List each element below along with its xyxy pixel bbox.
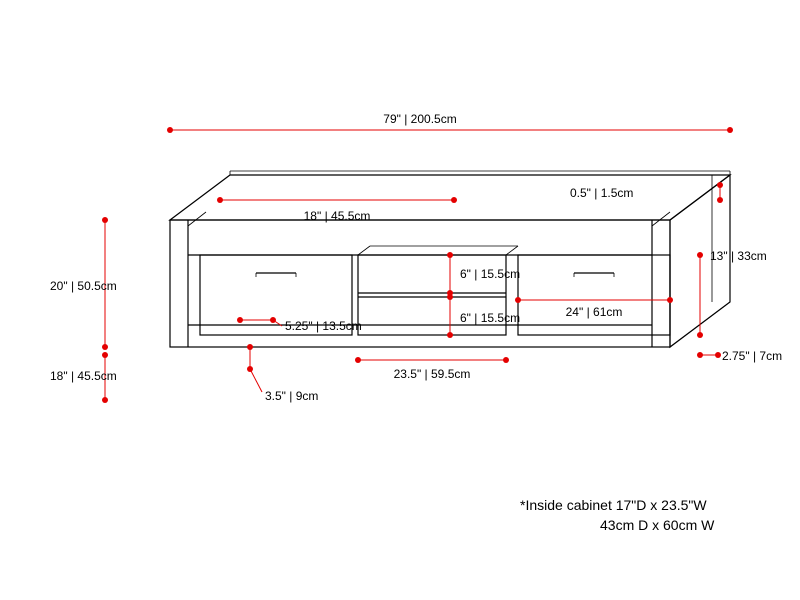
dim-floor_clearance: 3.5" | 9cm [265,389,318,403]
inside-cabinet-note-line2: 43cm D x 60cm W [600,517,715,533]
inside-cabinet-note-line1: *Inside cabinet 17"D x 23.5"W [520,497,707,513]
dim-top_thickness: 0.5" | 1.5cm [570,186,633,200]
furniture-dimension-diagram: 79" | 200.5cm 18" | 45.5cm 0.5" | 1.5cm 13"… [0,0,800,600]
dim-leg_width: 2.75" | 7cm [722,349,782,363]
drawer-right [518,255,670,335]
front-face [170,220,670,347]
dim-shelf_lower_h: 6" | 15.5cm [460,311,520,325]
dim-inset_depth: 5.25" | 13.5cm [285,319,362,333]
dim-inset_half: 18" | 45.5cm [304,209,371,223]
top-surface [170,175,730,220]
dim-drawer_width: 24" | 61cm [566,305,623,319]
dim-drawer_height: 13" | 33cm [710,249,767,263]
dim-overall_depth: 18" | 45.5cm [50,369,117,383]
dim-shelf_upper_h: 6" | 15.5cm [460,267,520,281]
dim-overall_height: 20" | 50.5cm [50,279,117,293]
dim-overall_width: 79" | 200.5cm [383,112,456,126]
dim-shelf_width: 23.5" | 59.5cm [394,367,471,381]
